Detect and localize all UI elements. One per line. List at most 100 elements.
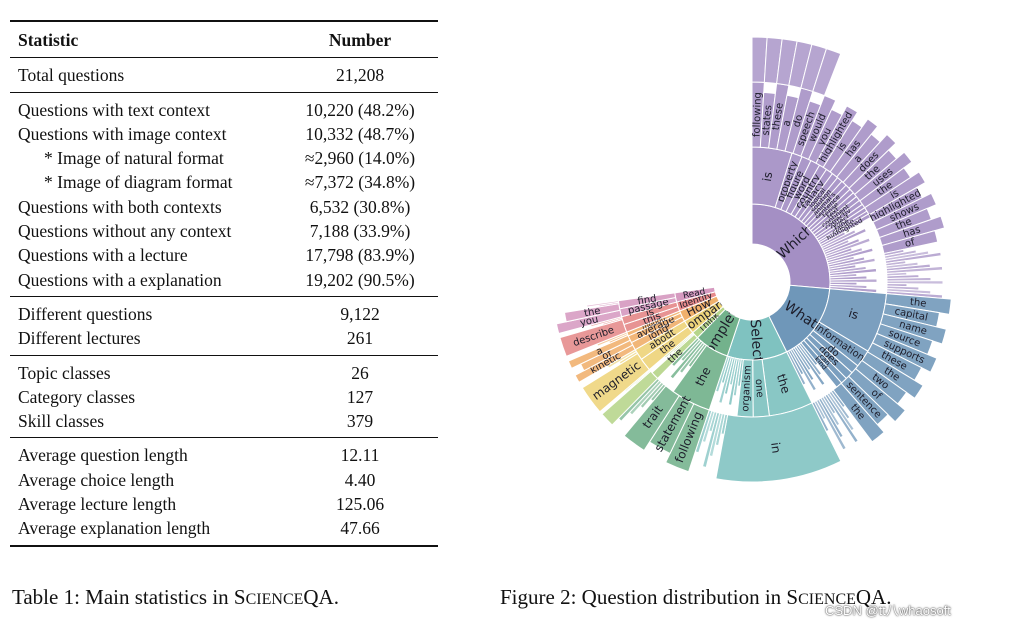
- table-row: * Image of natural format ≈2,960 (14.0%): [10, 146, 438, 170]
- table-caption-name-qa: QA.: [303, 585, 339, 609]
- second-word-label: is: [645, 307, 656, 320]
- sunburst-minor-slice: [586, 300, 620, 308]
- row-label: Questions with image context: [18, 123, 227, 144]
- first-word-label: Read: [682, 287, 706, 301]
- group-rule: [10, 57, 438, 59]
- row-label: Questions with both contexts: [18, 196, 222, 217]
- row-label: Average lecture length: [18, 494, 177, 515]
- row-label: Average choice length: [18, 469, 175, 490]
- row-label: Different questions: [18, 303, 153, 324]
- row-label: Average explanation length: [18, 518, 211, 539]
- second-word-label: one: [753, 379, 765, 398]
- table-group: Topic classes 26 Category classes 127 Skill …: [10, 356, 438, 438]
- second-word-label: the: [774, 372, 793, 395]
- row-label: Total questions: [18, 65, 125, 86]
- figure-caption-name-cience: CIENCE: [798, 591, 856, 608]
- row-label: Skill classes: [18, 411, 105, 432]
- row-value: 4.40: [344, 469, 376, 490]
- row-value: 47.66: [340, 518, 380, 539]
- sunburst-third-word: [715, 402, 842, 483]
- table-group: Different questions 9,122 Different lectur…: [10, 297, 438, 355]
- row-value: 26: [351, 362, 369, 383]
- table-body: Total questions 21,208 Questions with text…: [10, 57, 438, 544]
- group-rule: [10, 295, 438, 297]
- group-rule: [10, 354, 438, 356]
- table-caption-name-cience: CIENCE: [245, 591, 304, 608]
- header-statistic: Statistic: [18, 30, 79, 50]
- table-row: Average choice length 4.40: [10, 468, 438, 492]
- third-word-label: in: [768, 441, 783, 454]
- second-word-label: find: [637, 293, 658, 307]
- second-word-label: is: [847, 306, 860, 322]
- row-value: 261: [346, 328, 374, 349]
- row-label: Questions with a lecture: [18, 245, 188, 266]
- table-row: Topic classes 26: [10, 361, 438, 385]
- table-row: * Image of diagram format ≈7,372 (34.8%): [10, 170, 438, 194]
- table-row: Average lecture length 125.06: [10, 492, 438, 516]
- table-caption: Table 1: Main statistics in SCIENCEQA.: [12, 585, 339, 610]
- figure-caption: Figure 2: Question distribution in SCIEN…: [500, 585, 891, 610]
- second-word-label: organism: [740, 365, 753, 412]
- third-word-label: the: [909, 297, 927, 310]
- row-label: Questions without any context: [18, 221, 232, 242]
- table-caption-name-s: S: [233, 585, 246, 609]
- table-row: Questions with both contexts 6,532 (30.8%…: [10, 195, 438, 219]
- row-value: 17,798 (83.9%): [305, 245, 415, 266]
- table-row: Questions without any context 7,188 (33.9…: [10, 219, 438, 243]
- row-value: 6,532 (30.8%): [309, 196, 411, 217]
- table-row: Questions with a lecture 17,798 (83.9%): [10, 243, 438, 267]
- header-number: Number: [328, 30, 392, 50]
- row-value: 7,188 (33.9%): [309, 221, 411, 242]
- table-row: Questions with a explanation 19,202 (90.5…: [10, 268, 438, 292]
- figure-caption-prefix: Figure 2: Question distribution in: [500, 585, 787, 609]
- row-value: 9,122: [340, 303, 380, 324]
- statistics-table: Statistic Number Total questions 21,208 Qu…: [10, 20, 438, 547]
- table-row: Average question length 12.11: [10, 443, 438, 467]
- row-value: 10,220 (48.2%): [305, 99, 415, 120]
- row-label: Questions with a explanation: [18, 269, 222, 290]
- sunburst-center: [714, 244, 790, 320]
- third-word-label: the: [583, 306, 601, 320]
- third-word-label: a: [781, 119, 793, 127]
- table-row: Different questions 9,122: [10, 302, 438, 326]
- table-group: Questions with text context 10,220 (48.2%…: [10, 93, 438, 296]
- row-value: 12.11: [340, 445, 380, 466]
- row-label: Average question length: [18, 445, 188, 466]
- third-word-label: of: [904, 237, 916, 250]
- row-label: Category classes: [18, 386, 136, 407]
- row-value: ≈2,960 (14.0%): [304, 148, 416, 169]
- third-word-label: a: [595, 345, 605, 358]
- table-row: Category classes 127: [10, 385, 438, 409]
- table-row: Average explanation length 47.66: [10, 516, 438, 540]
- third-word-label: following: [751, 92, 763, 137]
- watermark: CSDN @tt八whaosoft: [825, 603, 951, 618]
- row-label: * Image of natural format: [44, 148, 224, 169]
- row-value: 125.06: [335, 494, 385, 515]
- row-value: 21,208: [335, 65, 385, 86]
- row-label: Topic classes: [18, 362, 111, 383]
- table-row: Questions with image context 10,332 (48.7…: [10, 122, 438, 146]
- figure-caption-name-s: S: [786, 585, 799, 609]
- row-label: * Image of diagram format: [44, 172, 233, 193]
- table-caption-prefix: Table 1: Main statistics in: [12, 585, 234, 609]
- row-value: ≈7,372 (34.8%): [304, 172, 416, 193]
- group-rule: [10, 437, 438, 439]
- table-row: Total questions 21,208: [10, 63, 438, 87]
- table-group: Average question length 12.11 Average choi…: [10, 438, 438, 544]
- table-row: Different lectures 261: [10, 326, 438, 350]
- row-value: 19,202 (90.5%): [305, 269, 415, 290]
- table-row: Skill classes 379: [10, 409, 438, 433]
- group-rule: [10, 91, 438, 93]
- third-word-label: a: [852, 153, 864, 165]
- table-bottom-rule: [10, 544, 438, 547]
- table-top-rule: [10, 20, 438, 22]
- second-word-label: is: [760, 171, 775, 183]
- row-value: 379: [346, 411, 374, 432]
- table-header-row: Statistic Number: [10, 22, 438, 57]
- row-value: 10,332 (48.7%): [305, 123, 415, 144]
- first-word-label: Select: [747, 319, 766, 364]
- table-group: Total questions 21,208: [10, 58, 438, 91]
- row-label: Questions with text context: [18, 99, 210, 120]
- row-label: Different lectures: [18, 328, 141, 349]
